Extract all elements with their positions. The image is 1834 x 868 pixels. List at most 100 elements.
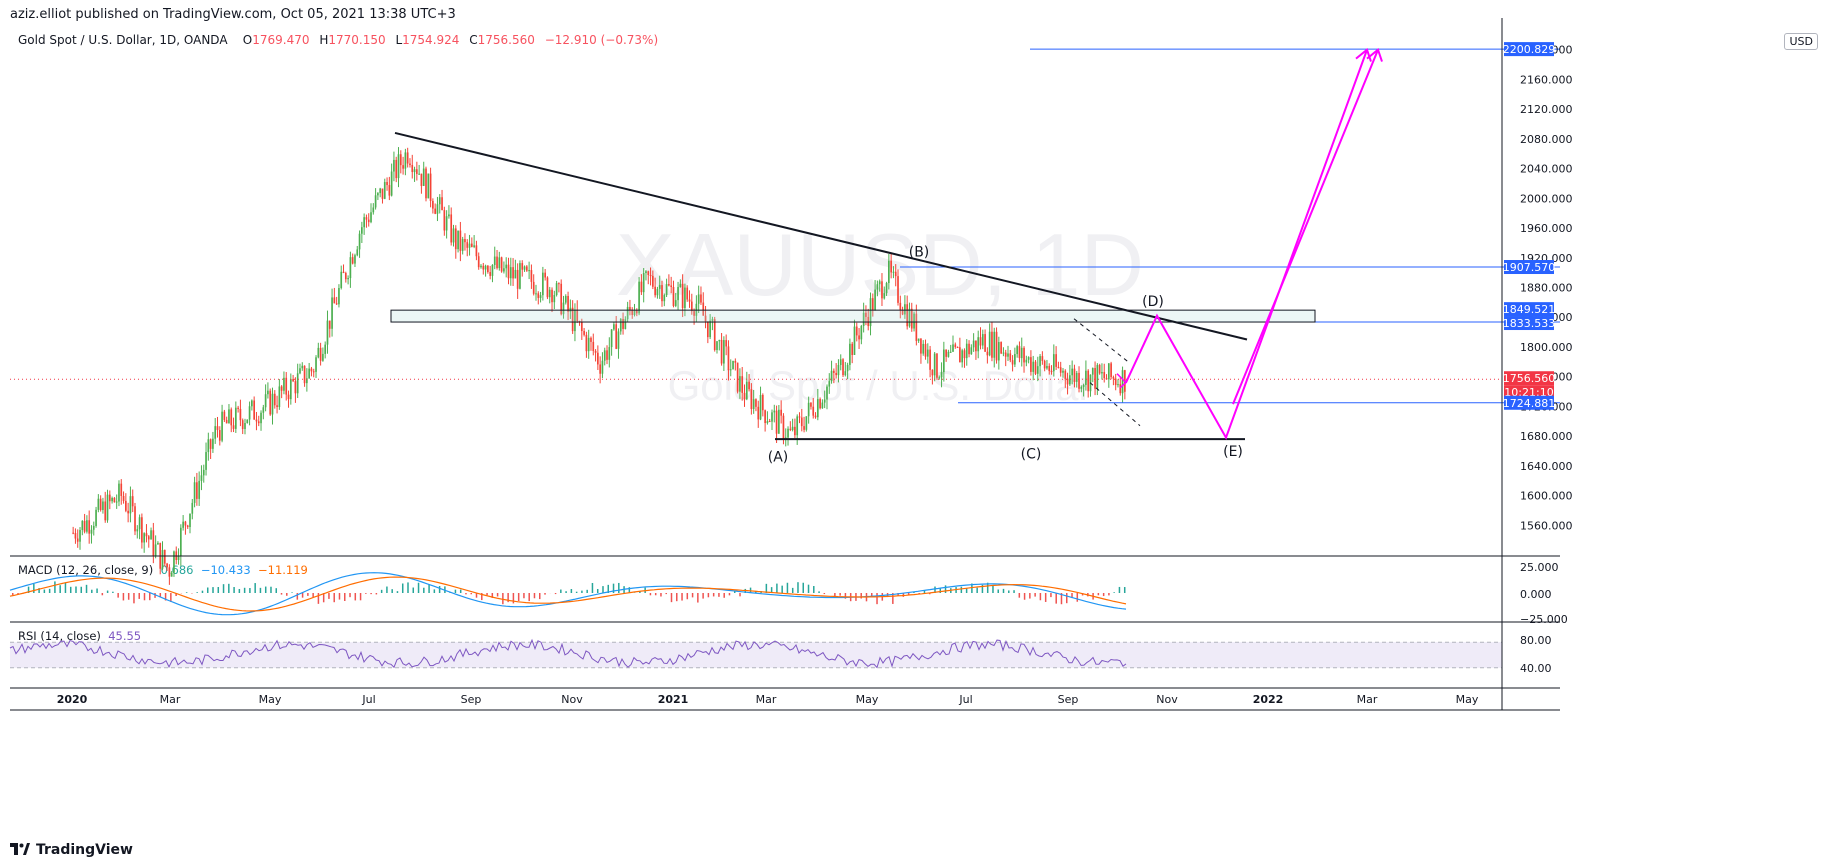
- candle-body: [179, 527, 182, 557]
- macd-histogram-bar: [586, 589, 588, 593]
- macd-histogram-bar: [591, 582, 594, 593]
- macd-histogram-bar: [459, 589, 462, 593]
- time-tick-label: Jul: [958, 693, 972, 706]
- candle-body: [443, 210, 446, 231]
- macd-histogram-bar: [844, 593, 847, 599]
- candle-body: [372, 207, 375, 213]
- candle-body: [988, 331, 991, 356]
- macd-histogram-bar: [533, 593, 536, 599]
- candle-body: [383, 182, 386, 199]
- currency-button[interactable]: USD: [1784, 33, 1818, 50]
- macd-histogram-bar: [401, 583, 404, 593]
- macd-tick-label: 25.000: [1520, 561, 1559, 574]
- macd-histogram-bar: [317, 593, 320, 604]
- candle-body: [1085, 370, 1087, 385]
- price-tick-label: 1640.000: [1520, 460, 1573, 473]
- candle-body: [938, 377, 941, 379]
- candle-body: [365, 217, 368, 220]
- candle-body: [778, 409, 780, 434]
- macd-histogram-bar: [396, 591, 399, 593]
- candle-body: [711, 319, 714, 321]
- candle-body: [244, 423, 246, 429]
- candle-body: [759, 394, 762, 420]
- candle-body: [454, 228, 457, 250]
- macd-histogram-bar: [217, 587, 220, 593]
- candle-body: [83, 520, 86, 532]
- macd-histogram-bar: [196, 592, 198, 593]
- candle-body: [1080, 386, 1083, 389]
- candle-body: [913, 313, 915, 329]
- time-tick-label: May: [259, 693, 282, 706]
- macd-histogram-bar: [428, 584, 430, 593]
- macd-histogram-bar: [407, 582, 409, 593]
- macd-histogram-bar: [1097, 593, 1100, 596]
- candle-body: [118, 483, 120, 502]
- candle-body: [104, 501, 107, 521]
- candle-body: [668, 284, 670, 286]
- candle-body: [910, 308, 913, 329]
- candle-body: [310, 368, 313, 372]
- macd-histogram-bar: [575, 591, 578, 593]
- candle-body: [393, 159, 395, 172]
- candle-body: [865, 312, 867, 317]
- macd-histogram-bar: [1118, 586, 1121, 593]
- candle-body: [482, 265, 485, 270]
- candle-body: [248, 406, 251, 420]
- candle-body: [427, 173, 430, 199]
- candle-body: [860, 326, 863, 340]
- candle-body: [1009, 353, 1012, 361]
- macd-histogram-bar: [791, 587, 794, 593]
- candle-body: [906, 304, 909, 327]
- macd-histogram-bar: [1034, 593, 1036, 597]
- candle-body: [354, 255, 356, 264]
- candle-body: [1004, 352, 1007, 357]
- macd-histogram-bar: [502, 593, 504, 605]
- high-label: H: [319, 33, 329, 47]
- macd-histogram-bar: [544, 593, 546, 595]
- candle-body: [503, 268, 505, 272]
- tradingview-brand[interactable]: TradingView: [10, 842, 133, 858]
- candle-body: [129, 496, 132, 514]
- symbol-title: Gold Spot / U.S. Dollar, 1D, OANDA: [18, 33, 228, 47]
- candle-body: [1110, 363, 1112, 378]
- macd-line-value: −10.433: [200, 563, 251, 577]
- candle-body: [537, 293, 540, 298]
- candle-body: [79, 530, 81, 542]
- time-tick-label: May: [856, 693, 879, 706]
- candle-body: [606, 350, 608, 360]
- candle-body: [496, 256, 498, 269]
- candle-body: [1050, 371, 1053, 373]
- candle-body: [936, 353, 938, 378]
- macd-histogram-bar: [212, 587, 214, 593]
- candle-body: [1041, 356, 1044, 361]
- macd-histogram-bar: [723, 593, 725, 598]
- rsi-legend: RSI (14, close) 45.55: [18, 629, 141, 643]
- candle-body: [342, 271, 345, 273]
- candle-body: [633, 310, 636, 315]
- rsi-label: RSI (14, close): [18, 629, 101, 643]
- candle-body: [267, 390, 269, 395]
- candle-body: [821, 402, 824, 409]
- price-tick-label: 2080.000: [1520, 133, 1573, 146]
- candle-body: [548, 289, 551, 298]
- candle-body: [645, 271, 647, 274]
- macd-histogram-bar: [296, 593, 299, 600]
- candle-body: [626, 306, 629, 320]
- candle-body: [509, 267, 512, 279]
- candle-body: [125, 500, 127, 511]
- macd-histogram-bar: [249, 588, 251, 593]
- channel-lower-dashed: [1089, 382, 1141, 427]
- macd-histogram-bar: [781, 585, 783, 593]
- publisher-line: aziz.elliot published on TradingView.com…: [10, 7, 456, 22]
- candle-body: [425, 168, 427, 199]
- price-axis-badge-text: 2200.829: [1503, 43, 1556, 56]
- candle-body: [154, 544, 157, 556]
- candle-body: [1025, 359, 1028, 363]
- candle-body: [328, 320, 331, 329]
- candle-body: [940, 372, 943, 378]
- macd-histogram-bar: [170, 593, 172, 602]
- candle-body: [1057, 366, 1060, 368]
- candle-body: [230, 409, 233, 426]
- price-axis-badge-text: 1833.533: [1503, 317, 1556, 330]
